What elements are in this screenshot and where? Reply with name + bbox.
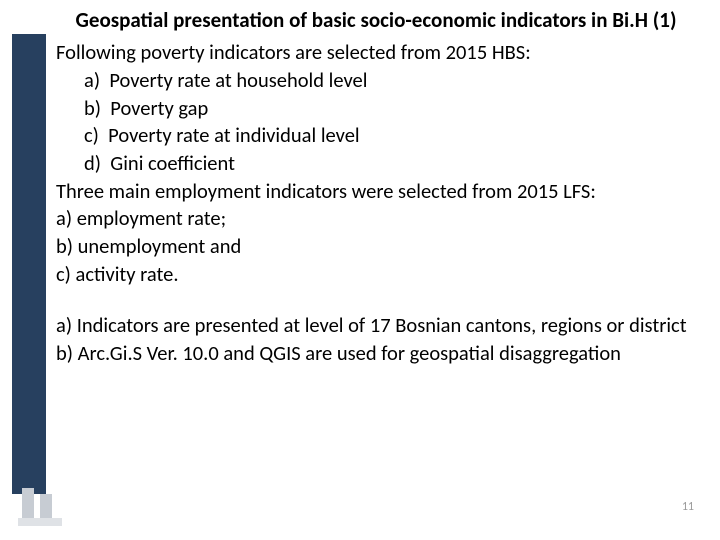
- list2-item-b: b) unemployment and: [56, 233, 696, 261]
- slide-content: Geospatial presentation of basic socio-e…: [56, 8, 696, 368]
- bottom-item-b: b) Arc.Gi.S Ver. 10.0 and QGIS are used …: [56, 340, 696, 368]
- list1-item-c: c) Poverty rate at individual level: [56, 122, 696, 150]
- slide-side-accent-bar: [12, 34, 46, 494]
- list2-item-c: c) activity rate.: [56, 261, 696, 289]
- list2-item-a: a) employment rate;: [56, 205, 696, 233]
- body-block-1: Following poverty indicators are selecte…: [56, 39, 696, 288]
- intro-text-2: Three main employment indicators were se…: [56, 178, 696, 206]
- slide-title: Geospatial presentation of basic socio-e…: [56, 8, 696, 33]
- page-number: 11: [682, 500, 694, 514]
- bottom-item-a: a) Indicators are presented at level of …: [56, 312, 696, 340]
- list1-item-a: a) Poverty rate at household level: [56, 67, 696, 95]
- corner-logo-icon: [18, 488, 68, 528]
- list1-item-b: b) Poverty gap: [56, 95, 696, 123]
- body-block-2: a) Indicators are presented at level of …: [56, 312, 696, 367]
- list1-item-d: d) Gini coefficient: [56, 150, 696, 178]
- intro-text-1: Following poverty indicators are selecte…: [56, 39, 696, 67]
